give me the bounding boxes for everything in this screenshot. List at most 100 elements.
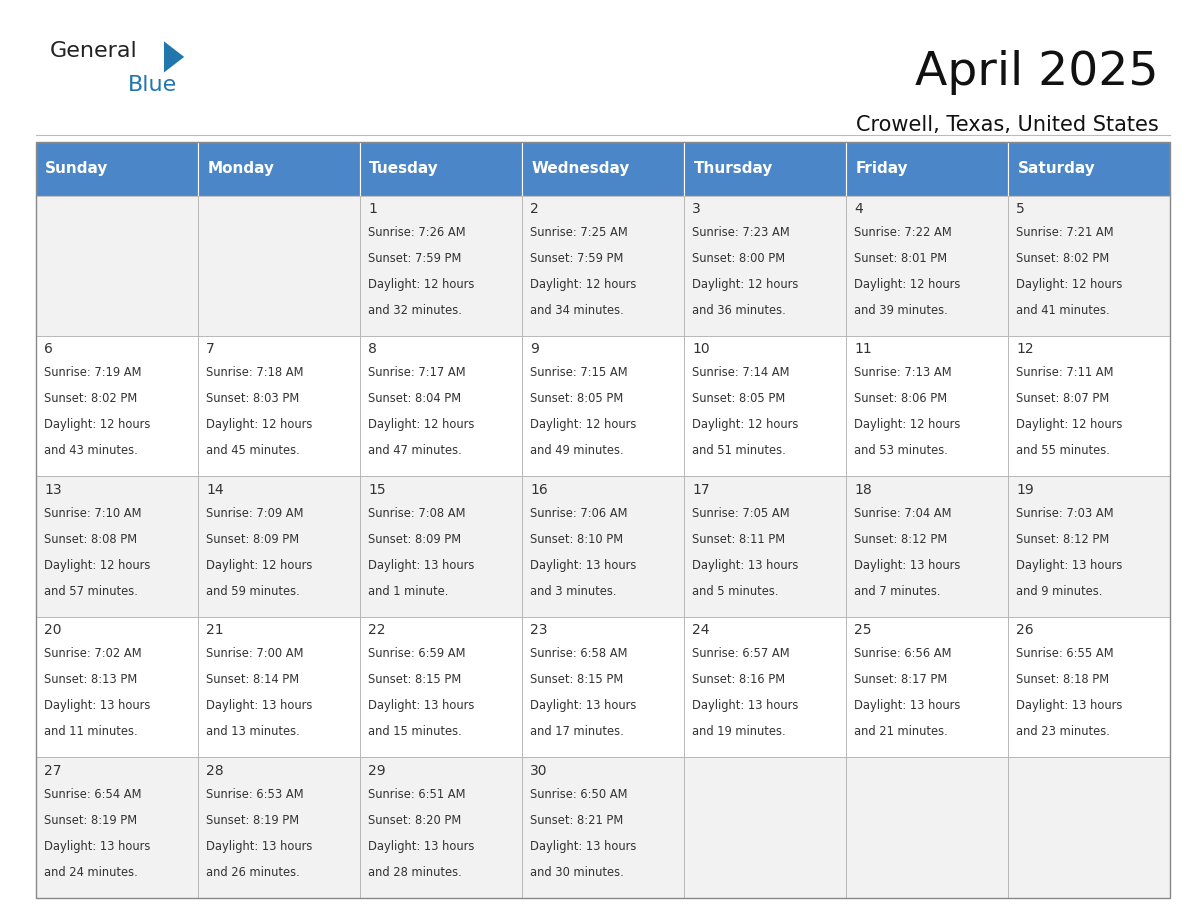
Text: Sunset: 8:10 PM: Sunset: 8:10 PM bbox=[530, 532, 624, 545]
Bar bbox=[360, 196, 522, 336]
Bar bbox=[684, 142, 846, 196]
Text: Sunset: 8:19 PM: Sunset: 8:19 PM bbox=[44, 813, 137, 826]
Text: Sunset: 8:17 PM: Sunset: 8:17 PM bbox=[854, 673, 948, 686]
Text: and 23 minutes.: and 23 minutes. bbox=[1017, 725, 1111, 738]
Text: Sunset: 8:14 PM: Sunset: 8:14 PM bbox=[206, 673, 299, 686]
Text: Daylight: 12 hours: Daylight: 12 hours bbox=[530, 278, 637, 291]
Bar bbox=[360, 142, 522, 196]
Bar bbox=[36, 617, 197, 757]
Bar bbox=[846, 476, 1009, 617]
Text: 17: 17 bbox=[693, 483, 710, 497]
Text: and 55 minutes.: and 55 minutes. bbox=[1017, 444, 1111, 457]
Text: and 51 minutes.: and 51 minutes. bbox=[693, 444, 786, 457]
Text: Crowell, Texas, United States: Crowell, Texas, United States bbox=[855, 115, 1158, 135]
Text: Sunrise: 7:14 AM: Sunrise: 7:14 AM bbox=[693, 366, 790, 379]
Text: Daylight: 12 hours: Daylight: 12 hours bbox=[368, 278, 474, 291]
Bar bbox=[846, 757, 1009, 898]
Polygon shape bbox=[164, 41, 184, 73]
Text: Sunset: 8:02 PM: Sunset: 8:02 PM bbox=[44, 392, 137, 405]
Bar bbox=[684, 617, 846, 757]
Bar bbox=[684, 476, 846, 617]
Text: and 3 minutes.: and 3 minutes. bbox=[530, 585, 617, 598]
Text: 6: 6 bbox=[44, 342, 52, 356]
Text: 19: 19 bbox=[1017, 483, 1035, 497]
Bar bbox=[522, 196, 684, 336]
Text: Sunset: 8:09 PM: Sunset: 8:09 PM bbox=[206, 532, 299, 545]
Text: Sunset: 8:12 PM: Sunset: 8:12 PM bbox=[1017, 532, 1110, 545]
Bar bbox=[1009, 336, 1170, 476]
Bar bbox=[36, 757, 197, 898]
Text: Sunrise: 7:06 AM: Sunrise: 7:06 AM bbox=[530, 507, 627, 520]
Text: Daylight: 13 hours: Daylight: 13 hours bbox=[530, 840, 637, 853]
Text: 5: 5 bbox=[1017, 202, 1025, 216]
Text: Sunday: Sunday bbox=[45, 162, 108, 176]
Bar bbox=[522, 757, 684, 898]
Text: and 24 minutes.: and 24 minutes. bbox=[44, 866, 138, 879]
Text: Daylight: 12 hours: Daylight: 12 hours bbox=[693, 419, 798, 431]
Text: and 9 minutes.: and 9 minutes. bbox=[1017, 585, 1102, 598]
Text: 27: 27 bbox=[44, 764, 62, 778]
Text: Sunset: 8:05 PM: Sunset: 8:05 PM bbox=[693, 392, 785, 405]
Text: Daylight: 13 hours: Daylight: 13 hours bbox=[530, 700, 637, 712]
Text: and 45 minutes.: and 45 minutes. bbox=[206, 444, 299, 457]
Text: and 32 minutes.: and 32 minutes. bbox=[368, 304, 462, 317]
Text: Daylight: 13 hours: Daylight: 13 hours bbox=[854, 559, 961, 572]
Text: Sunset: 8:02 PM: Sunset: 8:02 PM bbox=[1017, 252, 1110, 264]
Text: Sunset: 8:11 PM: Sunset: 8:11 PM bbox=[693, 532, 785, 545]
Text: Blue: Blue bbox=[128, 75, 177, 95]
Text: Sunset: 8:05 PM: Sunset: 8:05 PM bbox=[530, 392, 624, 405]
Text: Daylight: 12 hours: Daylight: 12 hours bbox=[854, 278, 961, 291]
Bar bbox=[36, 142, 197, 196]
Bar bbox=[360, 617, 522, 757]
Text: Sunrise: 6:50 AM: Sunrise: 6:50 AM bbox=[530, 788, 627, 800]
Text: and 57 minutes.: and 57 minutes. bbox=[44, 585, 138, 598]
Text: Daylight: 12 hours: Daylight: 12 hours bbox=[44, 419, 151, 431]
Bar bbox=[197, 142, 360, 196]
Text: and 13 minutes.: and 13 minutes. bbox=[206, 725, 299, 738]
Text: 3: 3 bbox=[693, 202, 701, 216]
Text: Sunset: 8:03 PM: Sunset: 8:03 PM bbox=[206, 392, 299, 405]
Bar bbox=[1009, 142, 1170, 196]
Text: 2: 2 bbox=[530, 202, 539, 216]
Bar bbox=[197, 196, 360, 336]
Text: and 47 minutes.: and 47 minutes. bbox=[368, 444, 462, 457]
Bar bbox=[846, 196, 1009, 336]
Bar bbox=[197, 757, 360, 898]
Text: and 15 minutes.: and 15 minutes. bbox=[368, 725, 462, 738]
Text: Daylight: 12 hours: Daylight: 12 hours bbox=[854, 419, 961, 431]
Text: Sunrise: 7:03 AM: Sunrise: 7:03 AM bbox=[1017, 507, 1114, 520]
Bar bbox=[522, 617, 684, 757]
Text: and 41 minutes.: and 41 minutes. bbox=[1017, 304, 1110, 317]
Text: Sunset: 8:12 PM: Sunset: 8:12 PM bbox=[854, 532, 948, 545]
Text: Saturday: Saturday bbox=[1018, 162, 1095, 176]
Text: Sunrise: 7:11 AM: Sunrise: 7:11 AM bbox=[1017, 366, 1114, 379]
Text: Sunrise: 7:25 AM: Sunrise: 7:25 AM bbox=[530, 226, 628, 239]
Text: Sunrise: 7:21 AM: Sunrise: 7:21 AM bbox=[1017, 226, 1114, 239]
Text: and 28 minutes.: and 28 minutes. bbox=[368, 866, 462, 879]
Text: Daylight: 12 hours: Daylight: 12 hours bbox=[206, 419, 312, 431]
Text: Sunrise: 7:15 AM: Sunrise: 7:15 AM bbox=[530, 366, 627, 379]
Text: Sunset: 8:20 PM: Sunset: 8:20 PM bbox=[368, 813, 461, 826]
Bar bbox=[197, 336, 360, 476]
Bar bbox=[846, 617, 1009, 757]
Text: 7: 7 bbox=[206, 342, 215, 356]
Text: Thursday: Thursday bbox=[694, 162, 773, 176]
Bar bbox=[197, 617, 360, 757]
Text: Sunrise: 6:58 AM: Sunrise: 6:58 AM bbox=[530, 647, 627, 660]
Bar bbox=[36, 336, 197, 476]
Text: 14: 14 bbox=[206, 483, 223, 497]
Text: April 2025: April 2025 bbox=[915, 50, 1158, 95]
Text: Sunset: 8:09 PM: Sunset: 8:09 PM bbox=[368, 532, 461, 545]
Text: Daylight: 12 hours: Daylight: 12 hours bbox=[693, 278, 798, 291]
Text: 24: 24 bbox=[693, 623, 709, 637]
Bar bbox=[360, 336, 522, 476]
Text: and 53 minutes.: and 53 minutes. bbox=[854, 444, 948, 457]
Text: Sunrise: 7:08 AM: Sunrise: 7:08 AM bbox=[368, 507, 466, 520]
Text: Sunrise: 7:22 AM: Sunrise: 7:22 AM bbox=[854, 226, 952, 239]
Text: Sunset: 8:16 PM: Sunset: 8:16 PM bbox=[693, 673, 785, 686]
Text: Daylight: 13 hours: Daylight: 13 hours bbox=[854, 700, 961, 712]
Bar bbox=[846, 142, 1009, 196]
Text: Friday: Friday bbox=[855, 162, 908, 176]
Text: Sunset: 8:04 PM: Sunset: 8:04 PM bbox=[368, 392, 461, 405]
Text: and 34 minutes.: and 34 minutes. bbox=[530, 304, 624, 317]
